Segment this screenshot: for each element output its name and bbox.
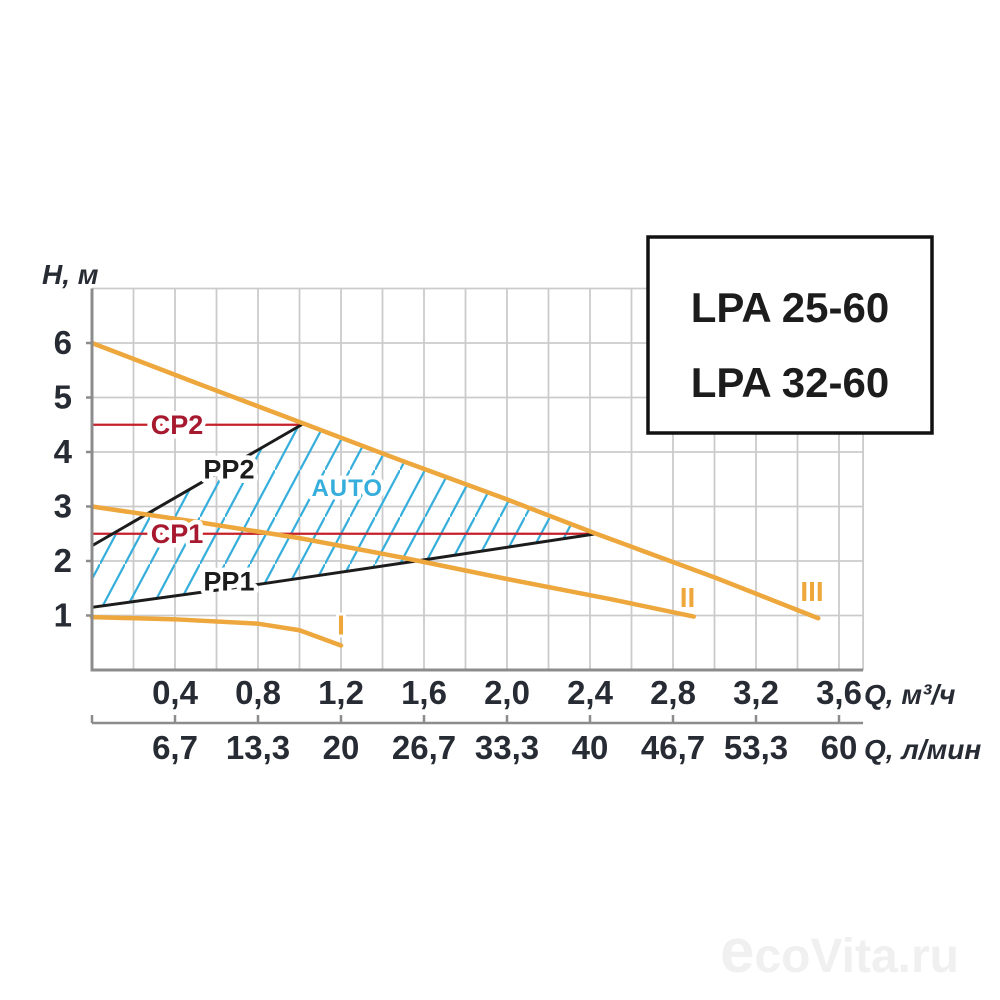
legend-model-2: LPA 32-60 <box>691 359 889 406</box>
label-auto: AUTO <box>311 475 383 502</box>
curve-PP2 <box>90 423 304 548</box>
legend-frame <box>646 235 934 435</box>
label-III: III <box>800 576 823 607</box>
x-tick-label-lmin: 53,3 <box>724 729 788 766</box>
curve-I <box>89 614 344 648</box>
watermark-rest: coVita.ru <box>754 930 959 983</box>
x-tick-label-lmin: 33,3 <box>475 729 539 766</box>
y-axis-title: H, м <box>42 259 99 290</box>
x-tick-label-lmin: 60 <box>821 729 858 766</box>
y-tick-label: 5 <box>54 379 72 416</box>
x-tick-label-m3h: 2,0 <box>484 674 530 711</box>
x-tick-label-m3h: 2,8 <box>650 674 696 711</box>
label-PP2: PP2 <box>203 454 254 484</box>
y-tick-label: 1 <box>54 597 72 634</box>
x-axis-title-primary: Q, м³/ч <box>864 679 955 710</box>
auto-region-fill <box>92 424 597 608</box>
label-CP2: CP2 <box>151 410 204 440</box>
watermark: ecoVita.ru <box>720 917 959 986</box>
x-axis-title-secondary: Q, л/мин <box>864 734 981 765</box>
label-PP1: PP1 <box>203 567 254 597</box>
grid <box>92 287 864 670</box>
x-tick-label-m3h: 1,6 <box>401 674 447 711</box>
axes <box>86 288 864 725</box>
x-tick-label-m3h: 0,4 <box>152 674 199 711</box>
label-CP1: CP1 <box>151 519 204 549</box>
auto-operating-region <box>92 424 597 608</box>
x-tick-label-lmin: 40 <box>572 729 609 766</box>
x-tick-label-lmin: 20 <box>323 729 360 766</box>
legend-model-1: LPA 25-60 <box>691 284 889 331</box>
tick-labels: 6 5 4 3 2 1 0,4 0,8 1,2 1,6 2,0 2,4 2,8 3,2 3,6 6,7 13,3… <box>54 324 862 766</box>
x-tick-label-lmin: 46,7 <box>641 729 705 766</box>
legend-box: LPA 25-60 LPA 32-60 <box>646 235 934 435</box>
x-tick-label-lmin: 26,7 <box>392 729 456 766</box>
watermark-first-letter: e <box>720 917 754 986</box>
y-tick-label: 4 <box>54 433 73 470</box>
y-tick-label: 2 <box>54 542 72 579</box>
x-tick-label-m3h: 0,8 <box>235 674 281 711</box>
curve-III <box>89 340 821 621</box>
y-tick-label: 3 <box>54 488 72 525</box>
x-tick-label-m3h: 2,4 <box>567 674 614 711</box>
label-I: I <box>337 609 345 640</box>
x-tick-label-lmin: 6,7 <box>152 729 198 766</box>
curves <box>89 340 821 648</box>
curve-II <box>89 504 696 619</box>
y-tick-label: 6 <box>54 324 72 361</box>
x-tick-label-lmin: 13,3 <box>226 729 290 766</box>
label-II: II <box>680 582 696 613</box>
x-tick-label-m3h: 1,2 <box>318 674 364 711</box>
x-tick-label-m3h: 3,2 <box>733 674 779 711</box>
x-tick-label-m3h: 3,6 <box>816 674 862 711</box>
curve-PP1 <box>90 532 598 609</box>
